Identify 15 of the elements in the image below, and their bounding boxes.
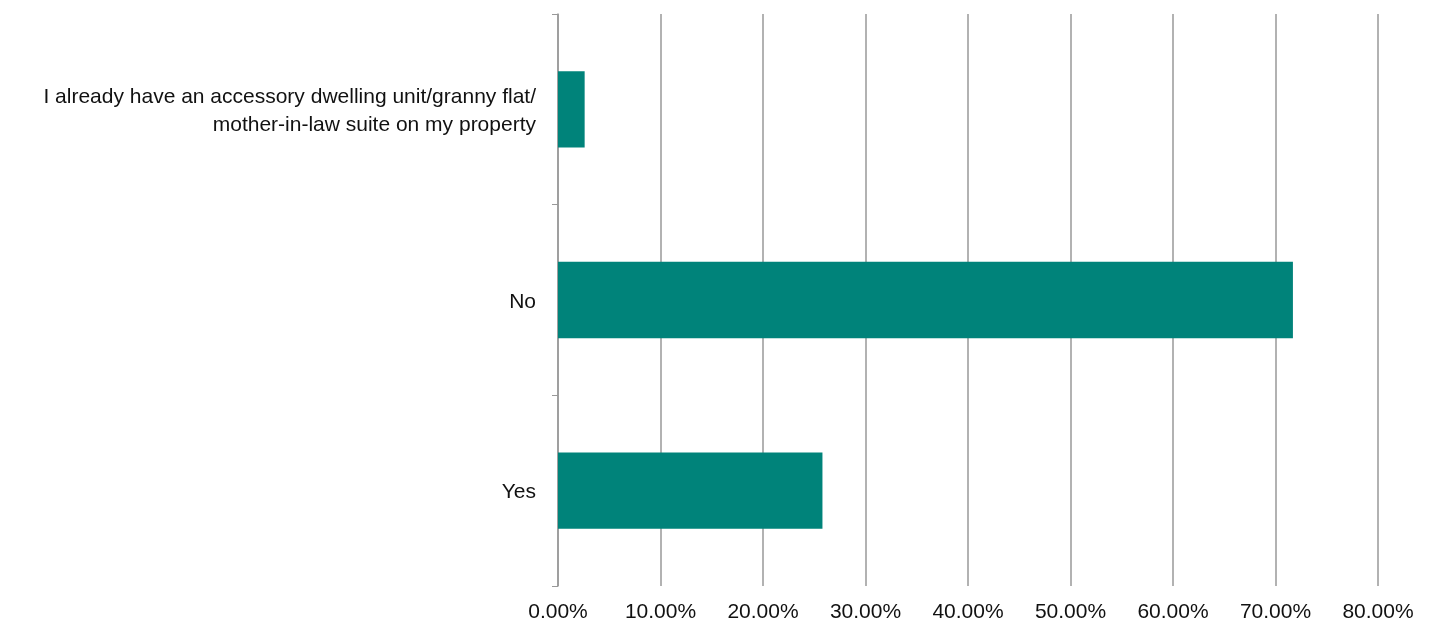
y-tick-label: No bbox=[509, 288, 536, 312]
x-tick-label: 30.00% bbox=[829, 599, 902, 622]
x-tick-label: 20.00% bbox=[727, 599, 799, 622]
x-tick-label: 10.00% bbox=[624, 599, 697, 622]
x-tick-label: 40.00% bbox=[932, 599, 1004, 622]
bar bbox=[558, 71, 585, 148]
x-tick-label: 50.00% bbox=[1034, 599, 1107, 622]
y-tick-label: I already have an accessory dwelling unit/granny flat/mother-in-law suite on my property bbox=[43, 83, 537, 135]
bar bbox=[558, 261, 1293, 339]
y-tick-label: Yes bbox=[501, 479, 536, 503]
bar bbox=[558, 452, 823, 529]
x-tick-label: 0.00% bbox=[528, 599, 588, 622]
x-tick-label: 80.00% bbox=[1342, 599, 1414, 622]
x-tick-label: 70.00% bbox=[1239, 599, 1312, 622]
x-tick-label: 60.00% bbox=[1137, 599, 1209, 622]
